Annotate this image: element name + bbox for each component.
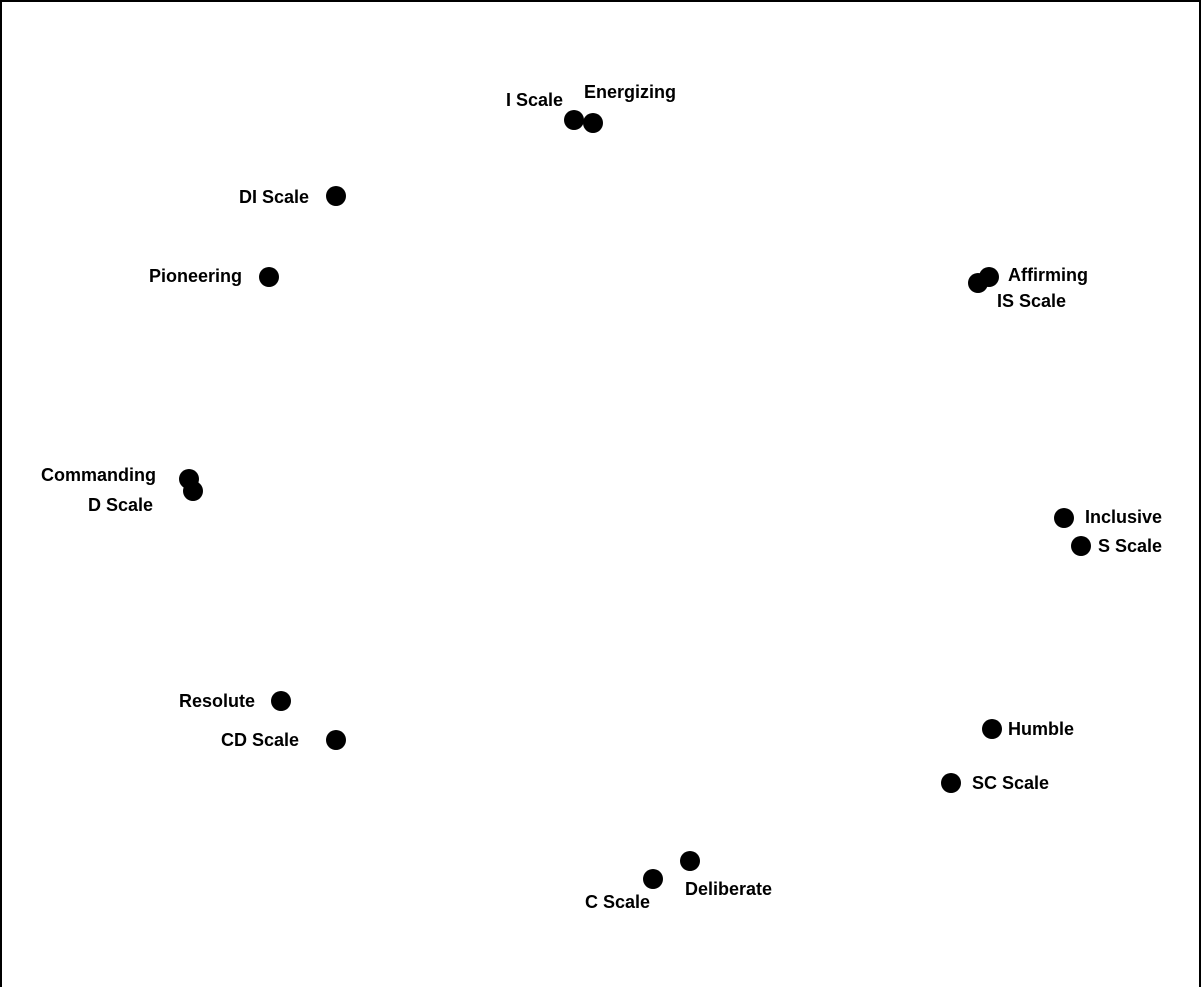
label-cd-scale: CD Scale (221, 730, 299, 750)
label-energizing: Energizing (584, 82, 676, 102)
point-resolute (271, 691, 291, 711)
point-d-scale (183, 481, 203, 501)
point-cd-scale (326, 730, 346, 750)
label-is-scale: IS Scale (997, 291, 1066, 311)
label-deliberate: Deliberate (685, 879, 772, 899)
label-inclusive: Inclusive (1085, 507, 1162, 527)
point-humble (982, 719, 1002, 739)
point-is-scale (968, 273, 988, 293)
label-d-scale: D Scale (88, 495, 153, 515)
label-di-scale: DI Scale (239, 187, 309, 207)
point-inclusive (1054, 508, 1074, 528)
label-commanding: Commanding (41, 465, 156, 485)
point-c-scale (643, 869, 663, 889)
label-c-scale: C Scale (585, 892, 650, 912)
point-deliberate (680, 851, 700, 871)
point-energizing (583, 113, 603, 133)
point-i-scale (564, 110, 584, 130)
label-resolute: Resolute (179, 691, 255, 711)
points-layer (179, 110, 1091, 889)
labels-layer: I Scale Energizing DI Scale Pioneering Affir… (41, 82, 1162, 912)
point-di-scale (326, 186, 346, 206)
point-pioneering (259, 267, 279, 287)
label-affirming: Affirming (1008, 265, 1088, 285)
label-humble: Humble (1008, 719, 1074, 739)
label-sc-scale: SC Scale (972, 773, 1049, 793)
label-s-scale: S Scale (1098, 536, 1162, 556)
point-sc-scale (941, 773, 961, 793)
point-s-scale (1071, 536, 1091, 556)
label-pioneering: Pioneering (149, 266, 242, 286)
label-i-scale: I Scale (506, 90, 563, 110)
